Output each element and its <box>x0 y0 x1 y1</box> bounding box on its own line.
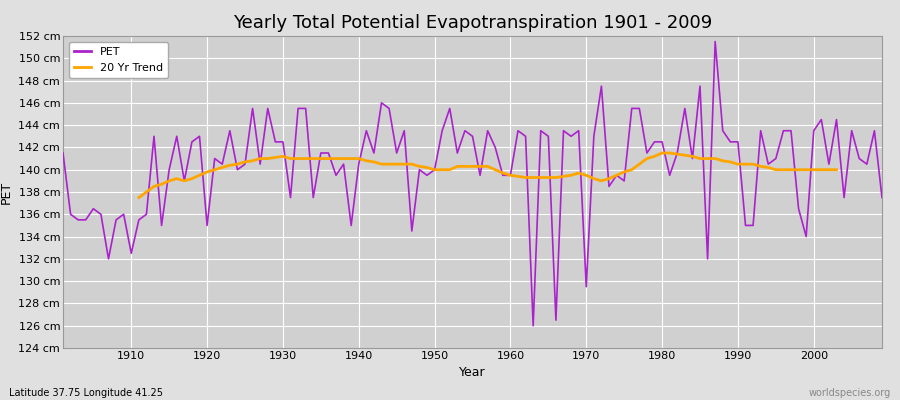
X-axis label: Year: Year <box>459 366 486 379</box>
Text: Latitude 37.75 Longitude 41.25: Latitude 37.75 Longitude 41.25 <box>9 388 163 398</box>
Y-axis label: PET: PET <box>0 180 13 204</box>
Legend: PET, 20 Yr Trend: PET, 20 Yr Trend <box>68 42 168 78</box>
Text: worldspecies.org: worldspecies.org <box>809 388 891 398</box>
Title: Yearly Total Potential Evapotranspiration 1901 - 2009: Yearly Total Potential Evapotranspiratio… <box>233 14 712 32</box>
